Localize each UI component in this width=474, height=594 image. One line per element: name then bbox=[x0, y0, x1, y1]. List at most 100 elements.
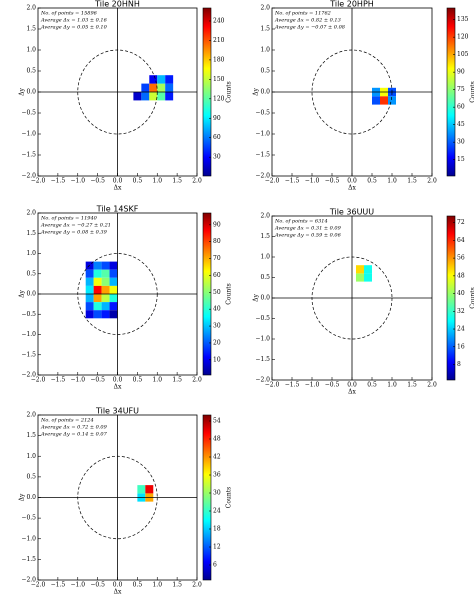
colorbar-tick-label: 12 bbox=[213, 544, 221, 551]
y-tick-label: 0.5 bbox=[26, 473, 36, 480]
x-tick-label: −2.0 bbox=[31, 178, 46, 185]
heatmap-cell bbox=[149, 83, 158, 92]
colorbar-tick-label: 60 bbox=[213, 272, 221, 279]
x-tick-label: 1.0 bbox=[152, 377, 162, 384]
x-tick-label: 0.0 bbox=[113, 582, 123, 589]
x-tick-label: 0.0 bbox=[347, 178, 357, 185]
y-tick-label: 0.5 bbox=[26, 270, 36, 277]
y-tick-label: −0.5 bbox=[21, 515, 36, 522]
x-tick-label: −2.0 bbox=[31, 377, 46, 384]
heatmap-cell bbox=[93, 277, 102, 286]
annotation: Average Δx = 0.82 ± 0.13 bbox=[274, 18, 341, 24]
heatmap-cell bbox=[149, 92, 158, 101]
heatmap-cell bbox=[109, 302, 118, 311]
x-axis-label: Δx bbox=[348, 389, 356, 396]
colorbar-tick-label: 48 bbox=[213, 436, 221, 443]
annotation: No. of points = 15896 bbox=[40, 11, 98, 17]
y-tick-label: 2.0 bbox=[26, 412, 36, 419]
x-tick-label: −1.0 bbox=[305, 178, 320, 185]
x-tick-label: 1.0 bbox=[387, 382, 397, 389]
y-tick-label: −2.0 bbox=[21, 577, 36, 584]
colorbar-tick-label: 24 bbox=[457, 326, 465, 333]
colorbar bbox=[446, 215, 456, 381]
annotation: Average Δx = −0.27 ± 0.21 bbox=[40, 223, 111, 229]
annotation: Average Δx = 1.03 ± 0.16 bbox=[40, 18, 108, 24]
colorbar-tick-label: 50 bbox=[213, 289, 221, 296]
x-tick-label: −1.0 bbox=[70, 377, 85, 384]
y-tick-label: −0.5 bbox=[255, 110, 270, 117]
colorbar-label: Counts bbox=[226, 283, 233, 304]
x-tick-label: 0.5 bbox=[133, 582, 143, 589]
x-tick-label: −0.5 bbox=[90, 582, 105, 589]
y-axis-label: Δy bbox=[253, 294, 260, 302]
x-tick-label: 1.0 bbox=[387, 178, 397, 185]
heatmap-cell bbox=[93, 269, 102, 278]
heatmap-cell bbox=[93, 310, 102, 319]
y-tick-label: −2.0 bbox=[21, 173, 36, 180]
y-tick-label: −0.5 bbox=[255, 315, 270, 322]
y-tick-label: −1.0 bbox=[255, 131, 270, 138]
colorbar-tick-label: 180 bbox=[213, 56, 225, 63]
heatmap-cell bbox=[133, 92, 142, 101]
y-tick-label: 0.0 bbox=[26, 494, 36, 501]
y-tick-label: 0.0 bbox=[260, 89, 270, 96]
heatmap-cell bbox=[364, 273, 372, 282]
colorbar-tick-label: 42 bbox=[213, 454, 221, 461]
y-tick-label: −1.0 bbox=[21, 131, 36, 138]
x-tick-label: −2.0 bbox=[265, 382, 280, 389]
reference-circle bbox=[77, 49, 158, 135]
heatmap-cell bbox=[141, 83, 150, 92]
heatmap-cell bbox=[380, 96, 388, 105]
colorbar-label: Counts bbox=[470, 287, 474, 308]
annotation: Average Δy = 0.08 ± 0.39 bbox=[40, 230, 108, 236]
y-tick-label: 1.0 bbox=[26, 47, 36, 54]
annotation: No. of points = 11940 bbox=[40, 216, 98, 222]
y-tick-label: −1.0 bbox=[21, 331, 36, 338]
y-axis-label: Δy bbox=[253, 88, 260, 96]
y-tick-label: −1.5 bbox=[255, 152, 270, 159]
heatmap-cell bbox=[141, 92, 150, 101]
x-tick-label: −2.0 bbox=[265, 178, 280, 185]
colorbar bbox=[202, 212, 212, 376]
colorbar-label: Counts bbox=[226, 81, 233, 102]
colorbar-tick-label: 30 bbox=[213, 490, 221, 497]
heatmap-cell bbox=[101, 261, 110, 270]
colorbar-tick-label: 75 bbox=[457, 86, 465, 93]
x-tick-label: −1.5 bbox=[51, 178, 66, 185]
colorbar-tick-label: 80 bbox=[213, 238, 221, 245]
colorbar-tick-label: 70 bbox=[213, 255, 221, 262]
heatmap-cell bbox=[149, 75, 158, 84]
colorbar-tick-label: 18 bbox=[213, 526, 221, 533]
x-tick-label: −0.5 bbox=[90, 377, 105, 384]
heatmap-cell bbox=[137, 485, 146, 494]
x-tick-label: 1.5 bbox=[172, 377, 182, 384]
panel-title: Tile 36UUU bbox=[329, 208, 374, 217]
y-tick-label: −1.5 bbox=[21, 152, 36, 159]
y-axis-label: Δy bbox=[19, 290, 26, 298]
y-tick-label: −0.5 bbox=[21, 311, 36, 318]
y-tick-label: 2.0 bbox=[26, 210, 36, 217]
reference-circle bbox=[77, 253, 158, 335]
panel-title: Tile 14SKF bbox=[96, 205, 139, 214]
y-tick-label: −2.0 bbox=[21, 372, 36, 379]
heatmap-cell bbox=[157, 83, 166, 92]
heatmap-cell bbox=[109, 277, 118, 286]
y-tick-label: −2.0 bbox=[255, 377, 270, 384]
y-tick-label: 1.0 bbox=[26, 453, 36, 460]
heatmap-cell bbox=[101, 310, 110, 319]
colorbar-tick-label: 56 bbox=[457, 255, 465, 262]
x-tick-label: −0.5 bbox=[325, 382, 340, 389]
heatmap-cell bbox=[85, 261, 94, 270]
colorbar-tick-label: 90 bbox=[457, 69, 465, 76]
colorbar-tick-label: 40 bbox=[213, 306, 221, 313]
heatmap-cell bbox=[85, 269, 94, 278]
panel-title: Tile 20HNH bbox=[94, 0, 140, 9]
colorbar-tick-label: 54 bbox=[213, 418, 221, 425]
y-tick-label: 2.0 bbox=[260, 5, 270, 12]
colorbar-tick-label: 150 bbox=[213, 76, 225, 83]
panel: Tile 34UFU −2.0 −1.5 −1.0 −0.5 0.0 0.5 1.0 1.5 2.… bbox=[19, 407, 233, 594]
y-tick-label: 0.5 bbox=[26, 68, 36, 75]
colorbar-tick-label: 120 bbox=[213, 95, 225, 102]
x-tick-label: 0.0 bbox=[113, 377, 123, 384]
x-tick-label: −0.5 bbox=[325, 178, 340, 185]
